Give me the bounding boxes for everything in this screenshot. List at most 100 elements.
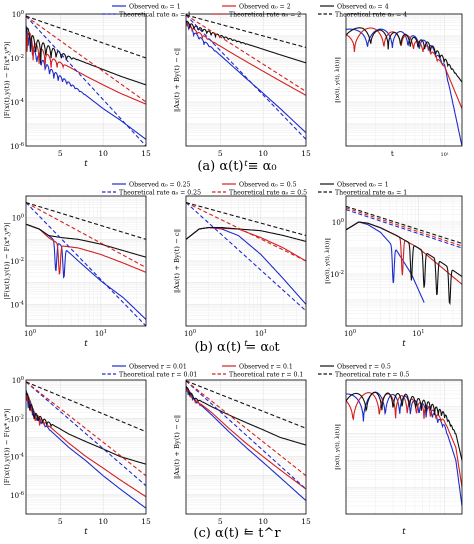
y-axis-label: ‖Ax(t) + By(t) − c‖ (173, 229, 181, 293)
series-line-observed-3 (186, 20, 306, 64)
y-axis-label: ‖Ax(t) + By(t) − c‖ (173, 48, 181, 112)
x-tick-label: 15 (301, 149, 311, 158)
plot-area (26, 381, 146, 509)
x-axis-label: t (244, 159, 248, 169)
series-line-observed-3 (26, 27, 146, 86)
panel-a-left: 100 10-2 10-4 10-6 5 10 15 t |F(x(t),y(t)) − F(x… (3, 10, 151, 169)
series-line-observed-3 (346, 221, 462, 306)
x-tick-label: 101 (95, 329, 107, 338)
y-axis-label: |F(x(t),y(t)) − F(x*,y*)| (3, 41, 11, 118)
series-line-theoretical-2 (186, 202, 306, 262)
x-tick-label: 15 (141, 149, 151, 158)
series-line-theoretical-2 (26, 202, 146, 268)
plot-area (186, 380, 306, 501)
x-axis-label: t (402, 339, 406, 349)
series-line-observed-2 (186, 21, 306, 96)
x-axis-label: t (244, 527, 248, 537)
series-line-theoretical-3 (26, 381, 146, 433)
legend-item-observed: Observed r = 0.1 (239, 364, 293, 371)
series-line-theoretical-1 (26, 381, 146, 487)
y-tick-label: 100 (332, 218, 344, 227)
series-line-theoretical-2 (346, 207, 462, 247)
plot-area (346, 391, 462, 506)
legend-item-observed: Observed α₀ = 4 (337, 4, 389, 11)
panel-b-right: 100 10-2 100 101 t ‖(x(t), y(t), λ(t))‖ (324, 195, 463, 349)
y-axis-label: |F(x(t),y(t)) − F(x*,y*)| (3, 222, 11, 299)
x-axis-label: t (84, 339, 88, 349)
x-axis-label: t (402, 527, 406, 537)
panel-b-mid: 100 101 t ‖Ax(t) + By(t) − c‖ (173, 195, 307, 349)
plot-area (26, 201, 146, 326)
x-tick-label: 101 (412, 329, 424, 338)
series-line-observed-3 (346, 391, 462, 461)
x-tick-label: 5 (218, 149, 223, 158)
y-axis-label: ‖Ax(t) + By(t) − c‖ (173, 415, 181, 479)
axes-frame (25, 13, 147, 147)
series-line-observed-3 (26, 392, 146, 465)
legend-item-observed: Observed α₀ = 2 (239, 4, 291, 11)
series-line-observed-3 (186, 386, 306, 446)
legend-item-observed: Observed r = 0.01 (129, 364, 187, 371)
legend-row-1: Observed α₀ = 1 Observed α₀ = 2 Observed α… (102, 4, 407, 19)
grid (26, 379, 146, 515)
x-tick-label: 100 (184, 329, 196, 338)
x-tick-label: 15 (301, 517, 311, 526)
legend-item-theoretical: Theoretical rate r = 0.5 (335, 372, 409, 379)
y-tick-label: 10-2 (330, 270, 344, 279)
series-line-observed-2 (26, 223, 146, 276)
grid (186, 379, 306, 515)
y-tick-label: 10-2 (10, 54, 24, 63)
y-tick-label: 100 (12, 376, 24, 385)
x-tick-label: 5 (58, 149, 63, 158)
y-axis-label: ‖(x(t), y(t), λ(t))‖ (324, 238, 331, 284)
y-axis-label: |F(x(t),y(t)) − F(x*,y*)| (3, 408, 11, 485)
y-tick-label: 100 (12, 214, 24, 223)
y-tick-label: 10-6 (10, 491, 24, 500)
series-line-theoretical-3 (26, 15, 146, 59)
series-line-observed-3 (346, 27, 462, 83)
x-tick-label: 5 (218, 517, 223, 526)
x-tick-label: 100 (344, 329, 356, 338)
series-line-theoretical-3 (186, 201, 306, 237)
series-line-theoretical-1 (26, 202, 146, 326)
panel-c-mid: 5 10 15 t ‖Ax(t) + By(t) − c‖ (173, 379, 311, 537)
y-tick-label: 10-2 (10, 414, 24, 423)
panel-a-right: t 10¹ ‖(x(t), y(t), λ(t))‖ (334, 13, 463, 158)
axes-frame (345, 195, 463, 327)
series-line-observed-3 (26, 223, 146, 258)
series-line-theoretical-1 (26, 15, 146, 146)
legend-item-theoretical: Theoretical rate r = 0.1 (229, 372, 303, 379)
y-axis-label: ‖(x(t), y(t), λ(t))‖ (334, 424, 341, 470)
caption-row-1: (a) α(t) ≡ α₀ (197, 159, 276, 174)
panel-c-right: t ‖(x(t), y(t), λ(t))‖ (334, 379, 463, 537)
series-line-theoretical-1 (346, 209, 462, 249)
panel-a-mid: 5 10 15 t ‖Ax(t) + By(t) − c‖ (173, 13, 311, 169)
axes-frame (25, 379, 147, 515)
caption-row-2: (b) α(t) = α₀t (194, 340, 280, 355)
series-line-theoretical-1 (186, 202, 306, 312)
series-line-observed-1 (26, 25, 146, 140)
grid (26, 195, 146, 327)
x-tick-label: 10 (98, 149, 108, 158)
x-tick-label: 10 (98, 517, 108, 526)
panel-b-left: 100 10-2 10-4 100 101 t |F(x(t),y(t)) − F(x*,y… (3, 195, 147, 349)
series-line-theoretical-1 (186, 14, 306, 140)
x-tick-label: 10 (258, 149, 268, 158)
axes-frame (345, 13, 463, 147)
legend-item-theoretical: Theoretical rate α₀ = 2 (229, 12, 301, 19)
series-line-theoretical-3 (186, 14, 306, 49)
x-tick-label: 15 (141, 517, 151, 526)
plot-area (346, 27, 462, 146)
x-axis-label: t (244, 339, 248, 349)
y-tick-label: 10-4 (10, 453, 24, 462)
y-axis-label: ‖(x(t), y(t), λ(t))‖ (334, 57, 341, 103)
grid (186, 195, 306, 327)
series-line-observed-1 (186, 385, 306, 501)
legend-row-2: Observed α₀ = 0.25 Observed α₀ = 0.5 Obser… (102, 182, 407, 197)
y-tick-label: 100 (12, 10, 24, 19)
axes-frame (185, 195, 307, 327)
legend-item-theoretical: Theoretical rate r = 0.01 (119, 372, 197, 379)
series-line-theoretical-3 (346, 205, 462, 244)
grid (346, 13, 462, 147)
